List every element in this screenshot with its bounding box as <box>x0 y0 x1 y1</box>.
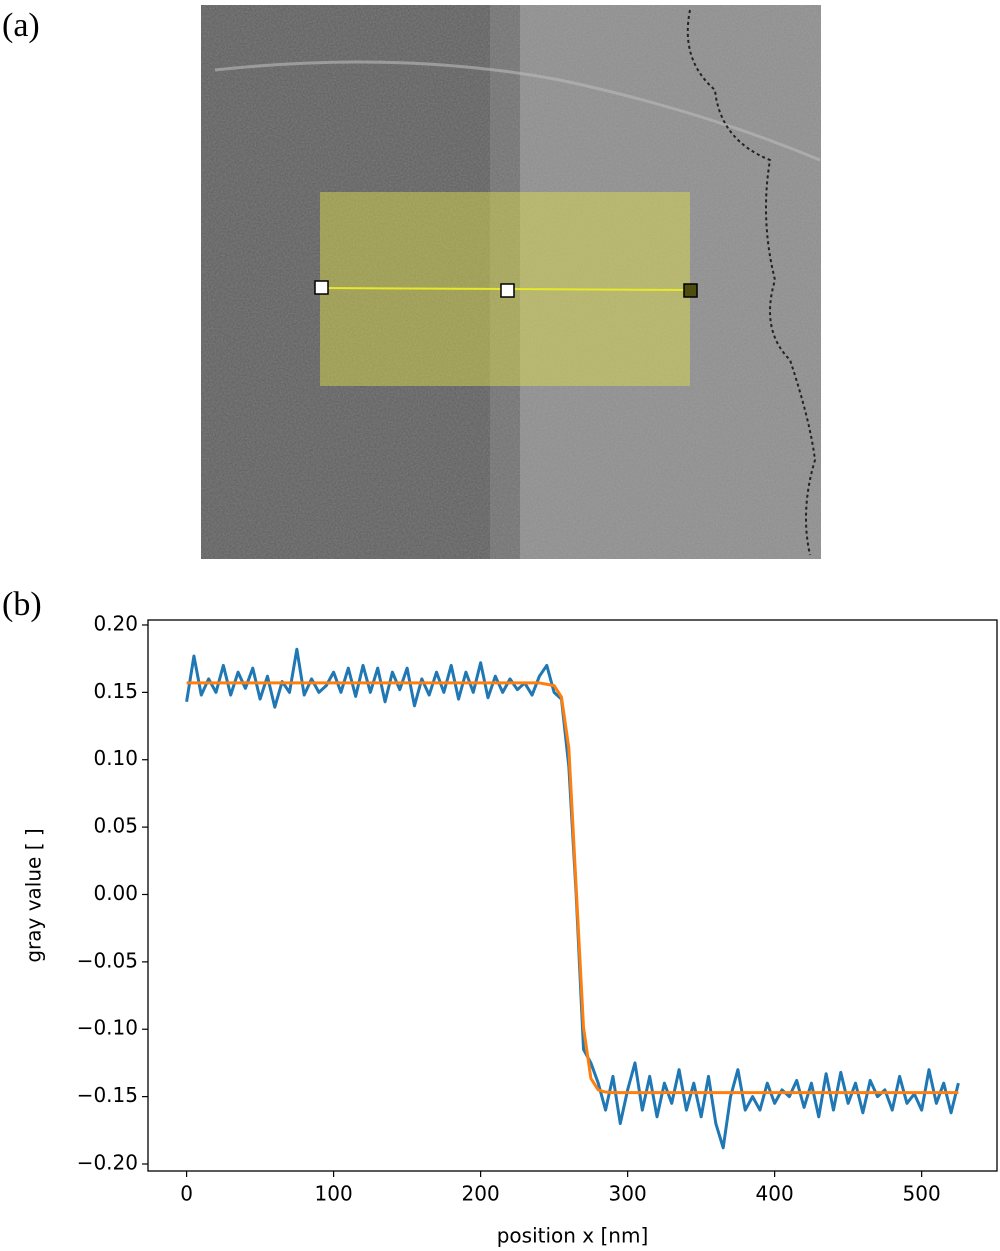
plot-frame <box>147 619 998 1172</box>
y-tick-label: 0.20 <box>93 611 138 635</box>
x-tick-label: 0 <box>180 1182 193 1206</box>
data-line <box>185 647 960 1150</box>
x-tick-label: 400 <box>756 1182 794 1206</box>
x-tick-label: 200 <box>462 1182 500 1206</box>
x-tick-label: 500 <box>903 1182 941 1206</box>
panel-label: (a) <box>2 7 40 44</box>
data-line <box>186 681 959 1095</box>
y-tick-label: 0.05 <box>93 814 138 838</box>
y-tick-label: 0.10 <box>93 746 138 770</box>
y-tick-label: −0.05 <box>77 948 138 972</box>
panel-label: (b) <box>2 586 42 623</box>
y-tick-label: −0.20 <box>77 1150 138 1174</box>
chart: −0.20 −0.15 −0.10 −0.05 0.00 0.05 0.10 0.15 0.20… <box>22 611 998 1248</box>
x-tick-label: 100 <box>315 1182 353 1206</box>
y-axis-label: gray value [ ] <box>22 828 46 962</box>
x-axis-label: position x [nm] <box>497 1224 649 1248</box>
y-tick-label: −0.10 <box>77 1016 138 1040</box>
x-tick-label: 300 <box>609 1182 647 1206</box>
y-tick-label: 0.00 <box>93 881 138 905</box>
y-tick-label: −0.15 <box>77 1083 138 1107</box>
micrograph <box>201 5 821 559</box>
y-tick-label: 0.15 <box>93 679 138 703</box>
